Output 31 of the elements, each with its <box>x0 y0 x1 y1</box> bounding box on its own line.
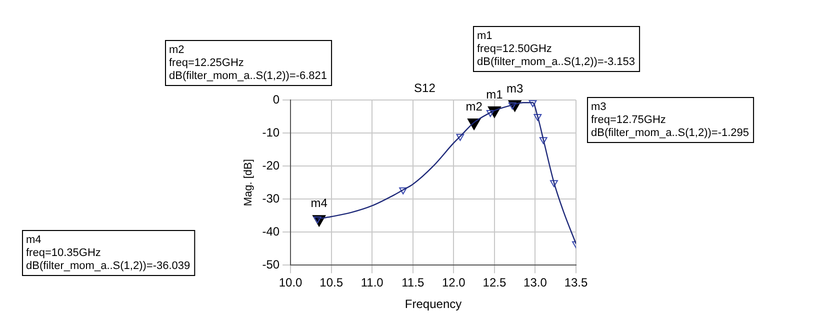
x-tick-label: 12.5 <box>482 276 506 290</box>
text: m1 freq=12.50GHz dB(filter_mom_a..S(1,2))=-3.153 <box>477 30 636 68</box>
y-tick-label: -20 <box>262 158 280 172</box>
x-tick-label: 11.5 <box>402 276 424 290</box>
text: m2 freq=12.25GHz dB(filter_mom_a..S(1,2))=-6.821 <box>169 44 328 82</box>
y-tick-label: -50 <box>262 258 280 272</box>
point <box>399 187 408 194</box>
y-tick-label: -30 <box>262 191 280 206</box>
point <box>456 134 464 141</box>
x-tick-label: 10.5 <box>320 276 344 290</box>
annotation: m3 <box>506 81 524 96</box>
text: m4 freq=10.35GHz dB(filter_mom_a..S(1,2))=-36.039 <box>26 234 190 272</box>
x-tick-label: 11.0 <box>360 276 384 290</box>
text: m3 freq=12.75GHz dB(filter_mom_a..S(1,2))=-1.295 <box>591 101 750 139</box>
x-tick-label: 12.0 <box>442 276 466 290</box>
annotation: m1 <box>486 87 504 102</box>
point <box>528 100 537 108</box>
point <box>534 114 542 122</box>
y-tick-label: -40 <box>262 224 280 238</box>
point <box>539 137 548 144</box>
x-tick-label: 10.0 <box>278 276 303 290</box>
x-tick-label: 13.5 <box>564 276 588 290</box>
point <box>550 180 558 188</box>
y-tick-label: -10 <box>262 125 280 140</box>
x-tick-label: 13.0 <box>524 276 548 290</box>
y-tick-label: 0 <box>272 92 280 106</box>
x-axis-title: Frequency <box>404 297 462 312</box>
y-axis-title: Mag. [dB] <box>242 159 255 206</box>
chart-title: S12 <box>414 81 436 95</box>
annotation: m4 <box>310 196 328 210</box>
annotation: m2 <box>466 100 483 114</box>
